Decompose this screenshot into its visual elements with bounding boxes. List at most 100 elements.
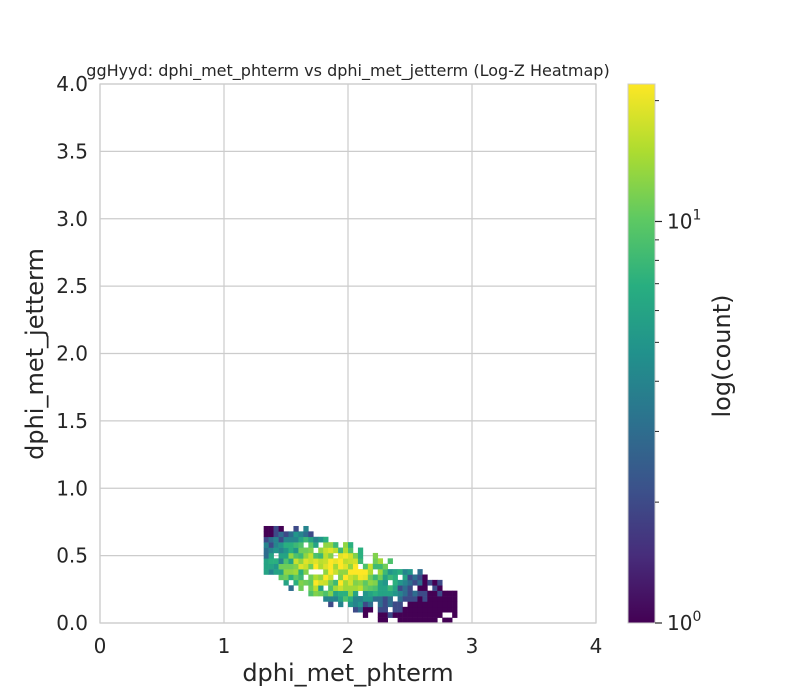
heatmap-cell bbox=[387, 601, 393, 608]
heatmap-cell bbox=[313, 536, 319, 543]
heatmap-cell bbox=[288, 558, 294, 565]
heatmap-cell bbox=[402, 585, 408, 591]
heatmap-cell bbox=[263, 552, 269, 559]
heatmap-cell bbox=[402, 606, 408, 613]
heatmap-cell bbox=[273, 558, 279, 565]
heatmap-cell bbox=[308, 574, 314, 581]
heatmap-cell bbox=[288, 563, 294, 570]
heatmap-cell bbox=[278, 558, 284, 565]
heatmap-cell bbox=[308, 585, 314, 591]
heatmap-cell bbox=[417, 585, 423, 591]
heatmap-cell bbox=[412, 601, 418, 608]
heatmap-cell bbox=[348, 596, 354, 602]
heatmap-cell bbox=[452, 606, 458, 613]
heatmap-cell bbox=[333, 563, 339, 570]
chart-title: ggHyyd: dphi_met_phterm vs dphi_met_jett… bbox=[86, 61, 609, 81]
heatmap-cell bbox=[288, 585, 294, 591]
heatmap-cell bbox=[338, 569, 344, 575]
heatmap-cell bbox=[367, 574, 374, 581]
heatmap-cell bbox=[432, 596, 438, 602]
x-tick-label: 0 bbox=[94, 634, 107, 658]
heatmap-cell bbox=[367, 606, 374, 613]
y-tick-label: 0.0 bbox=[56, 611, 88, 635]
y-tick-label: 3.5 bbox=[56, 139, 88, 163]
heatmap-cell bbox=[422, 617, 428, 624]
heatmap-cell bbox=[367, 579, 374, 586]
heatmap-cell bbox=[422, 596, 428, 602]
heatmap-cell bbox=[328, 547, 334, 554]
heatmap-cell bbox=[323, 596, 329, 602]
heatmap-cell bbox=[362, 612, 369, 618]
heatmap-cell bbox=[293, 536, 299, 543]
heatmap-cell bbox=[372, 585, 379, 591]
y-tick-label: 3.0 bbox=[56, 207, 88, 231]
heatmap-cell bbox=[298, 542, 304, 548]
heatmap-cell bbox=[303, 525, 309, 532]
heatmap-cell bbox=[343, 596, 349, 602]
heatmap-cell bbox=[333, 579, 339, 586]
heatmap-cell bbox=[283, 542, 289, 548]
heatmap-cell bbox=[392, 579, 398, 586]
heatmap-cell bbox=[328, 542, 334, 548]
heatmap-cell bbox=[407, 601, 413, 608]
heatmap-cell bbox=[263, 531, 269, 538]
heatmap-cell bbox=[432, 601, 438, 608]
heatmap-cell bbox=[387, 590, 393, 597]
heatmap-cell bbox=[402, 590, 408, 597]
heatmap-cell bbox=[392, 590, 398, 597]
heatmap-cell bbox=[407, 617, 413, 624]
heatmap-cell bbox=[412, 574, 418, 581]
heatmap-cell bbox=[293, 547, 299, 554]
heatmap-cell bbox=[263, 542, 269, 548]
heatmap-cell bbox=[308, 590, 314, 597]
heatmap-cell bbox=[432, 579, 438, 586]
heatmap-cell bbox=[357, 601, 364, 608]
heatmap-cell bbox=[288, 574, 294, 581]
heatmap-cell bbox=[333, 547, 339, 554]
x-tick-label: 2 bbox=[342, 634, 355, 658]
heatmap-cell bbox=[268, 531, 274, 538]
heatmap-cell bbox=[447, 596, 453, 602]
x-axis-label: dphi_met_phterm bbox=[242, 659, 453, 687]
heatmap-cell bbox=[268, 558, 274, 565]
heatmap-cell bbox=[303, 579, 309, 586]
heatmap-cell bbox=[343, 579, 349, 586]
heatmap-cell bbox=[303, 552, 309, 559]
heatmap-cell bbox=[318, 590, 324, 597]
heatmap-cell bbox=[377, 569, 384, 575]
heatmap-cell bbox=[362, 579, 369, 586]
heatmap-cell bbox=[308, 563, 314, 570]
heatmap-cell bbox=[387, 585, 393, 591]
heatmap-cell bbox=[268, 569, 274, 575]
heatmap-cell bbox=[273, 569, 279, 575]
heatmap-cell bbox=[382, 574, 388, 581]
heatmap-cell bbox=[447, 601, 453, 608]
heatmap-cell bbox=[352, 606, 359, 613]
heatmap-cell bbox=[298, 547, 304, 554]
heatmap-cell bbox=[313, 558, 319, 565]
heatmap-cell bbox=[447, 606, 453, 613]
heatmap-cell bbox=[328, 585, 334, 591]
heatmap-cell bbox=[323, 547, 329, 554]
heatmap-cell bbox=[422, 579, 428, 586]
heatmap-cell bbox=[318, 585, 324, 591]
heatmap-cell bbox=[293, 563, 299, 570]
colorbar-gradient bbox=[628, 84, 655, 623]
heatmap-cell bbox=[328, 596, 334, 602]
heatmap-cell bbox=[362, 601, 369, 608]
heatmap-cell bbox=[382, 590, 388, 597]
heatmap-cell bbox=[417, 569, 423, 575]
heatmap-cell bbox=[303, 558, 309, 565]
plot-area bbox=[99, 83, 597, 624]
heatmap-cell bbox=[377, 558, 384, 565]
heatmap-cell bbox=[352, 552, 359, 559]
heatmap-cell bbox=[263, 525, 269, 532]
heatmap-cell bbox=[407, 606, 413, 613]
heatmap-cell bbox=[268, 536, 274, 543]
heatmap-cell bbox=[318, 552, 324, 559]
heatmap-cell bbox=[357, 558, 364, 565]
heatmap-cell bbox=[397, 579, 403, 586]
heatmap-cell bbox=[377, 606, 384, 613]
heatmap-cell bbox=[352, 590, 359, 597]
heatmap-cell bbox=[427, 579, 433, 586]
